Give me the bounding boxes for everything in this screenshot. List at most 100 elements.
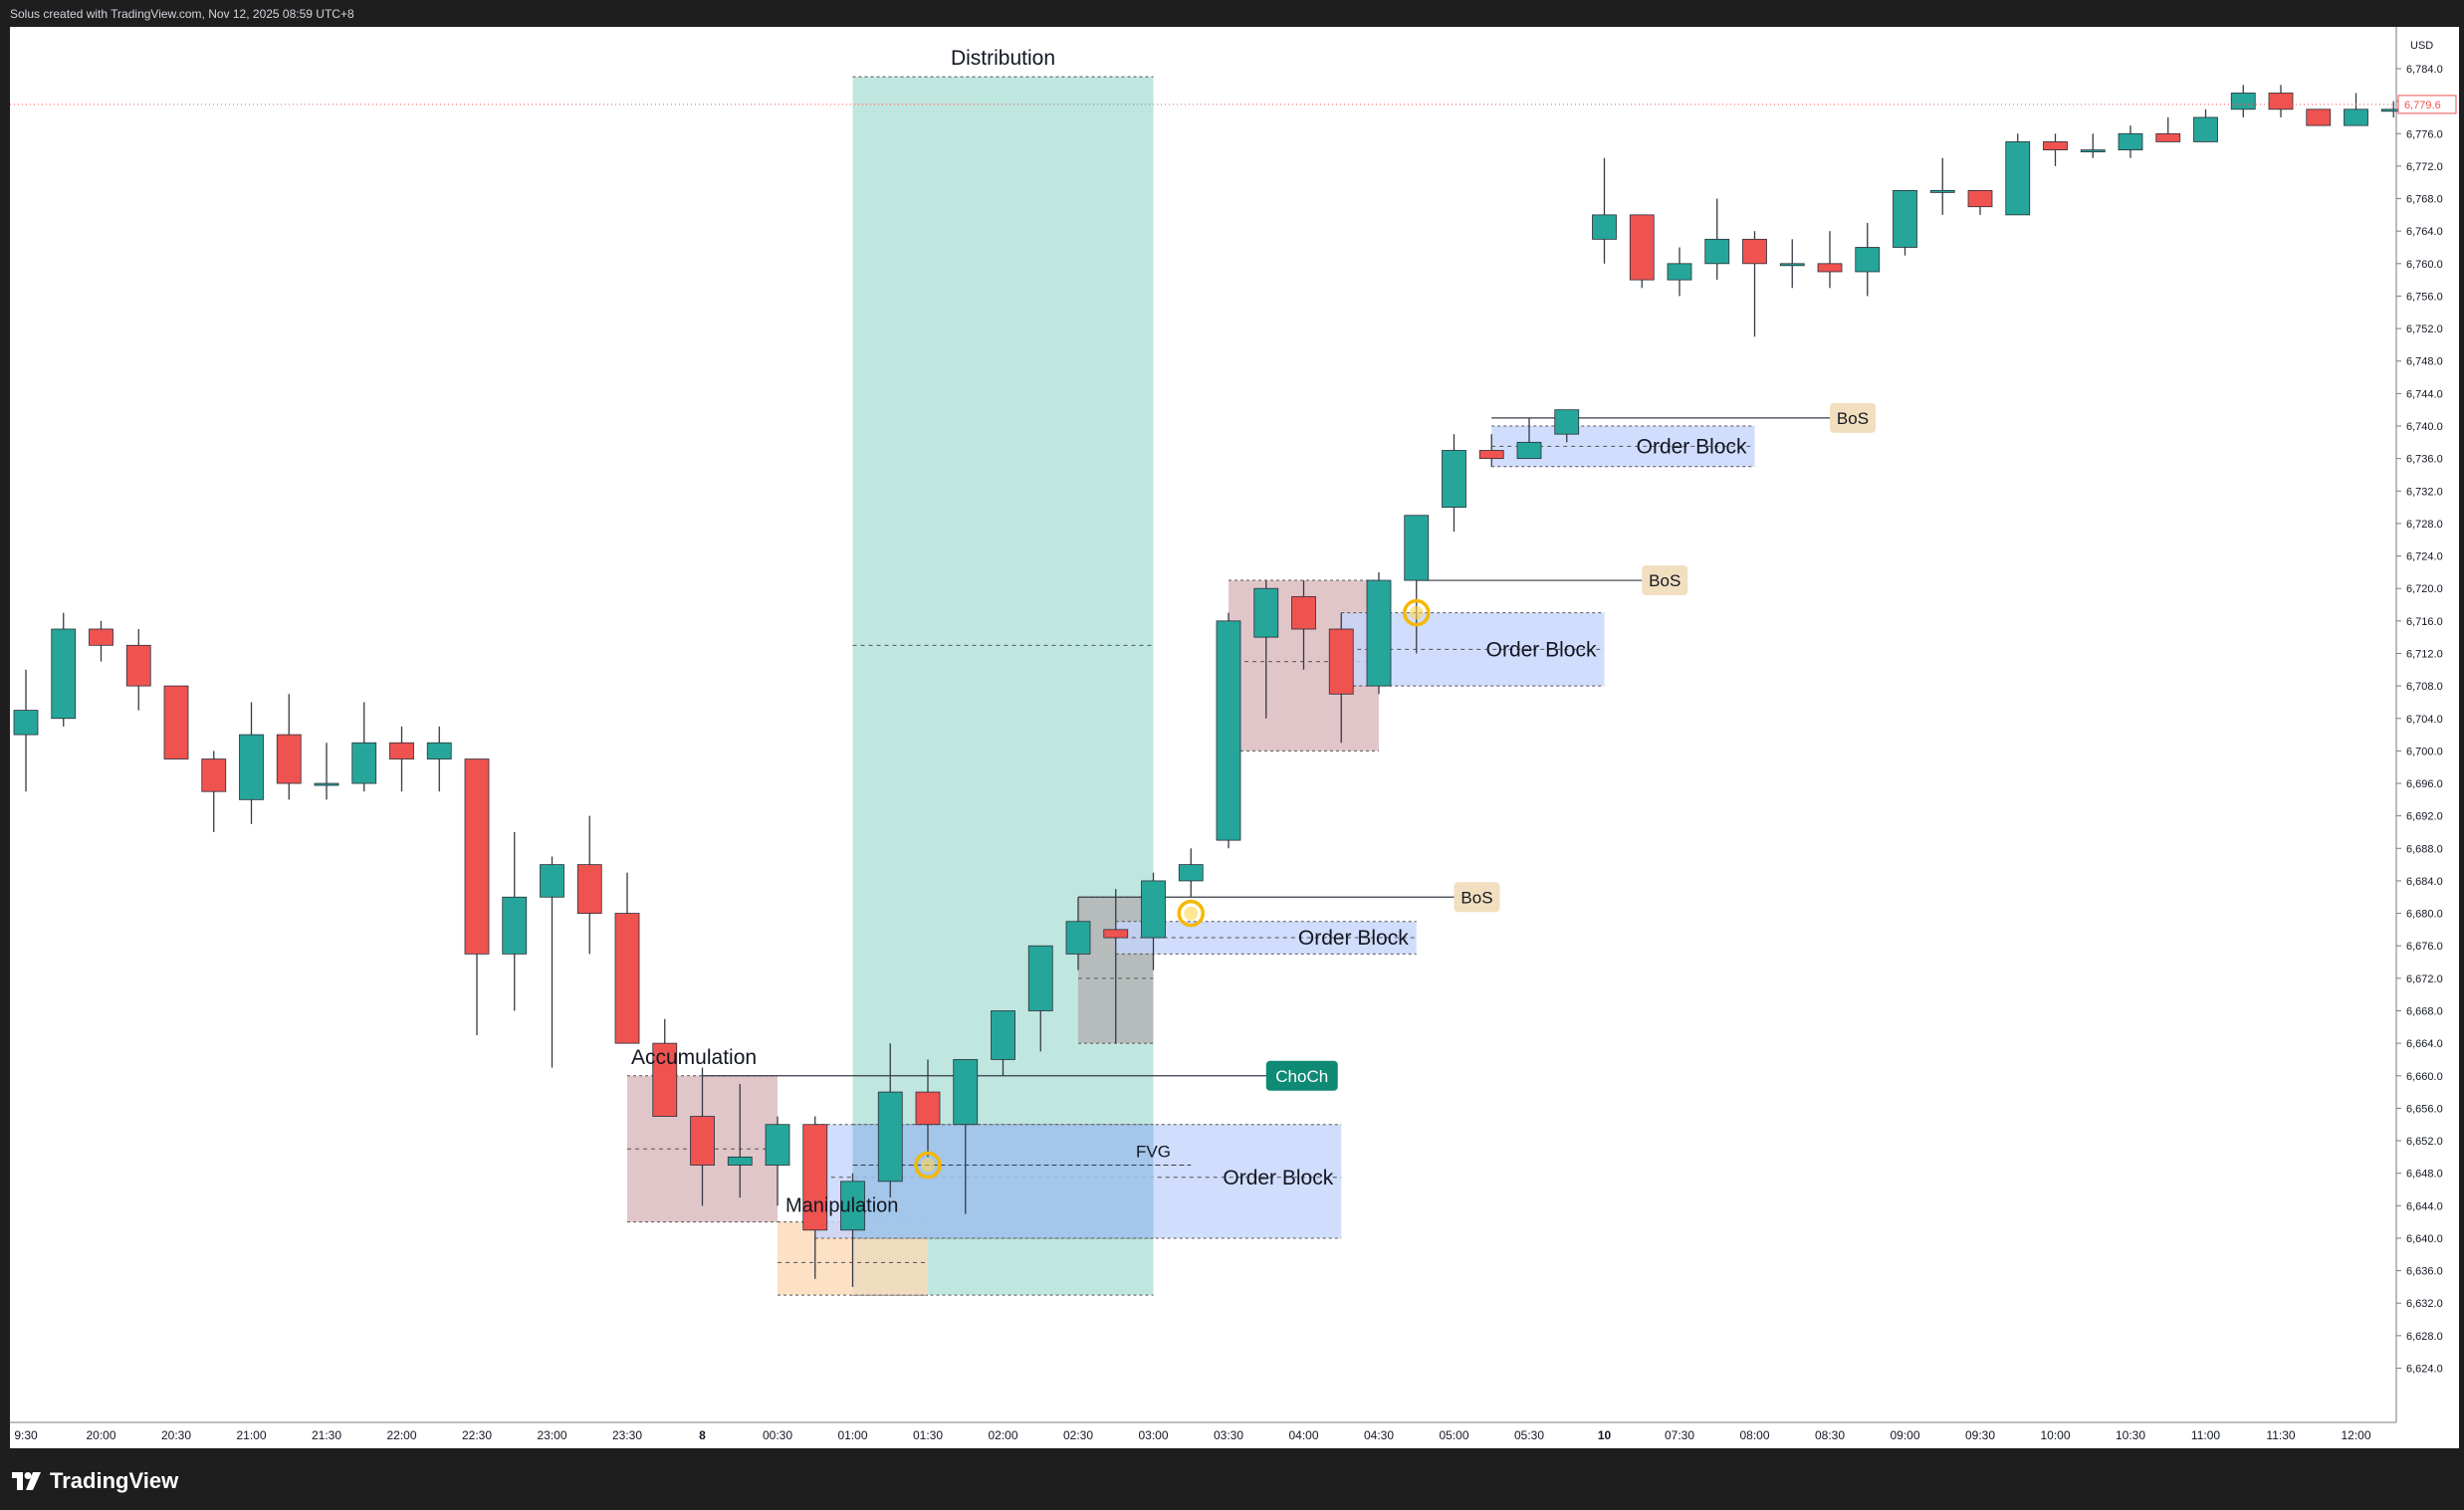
time-tick-label: 10 — [1598, 1428, 1612, 1442]
candle — [915, 1059, 941, 1158]
time-tick-label: 01:30 — [913, 1428, 943, 1442]
fvg-label: FVG — [1136, 1143, 1171, 1162]
candle — [2080, 133, 2106, 158]
price-tick-label: 6,692.0 — [2406, 811, 2443, 823]
candle-body-down — [614, 913, 640, 1044]
price-tick-label: 6,760.0 — [2406, 259, 2443, 271]
candle — [1667, 247, 1692, 297]
candle — [727, 1083, 753, 1198]
candle-body-down — [2268, 93, 2294, 110]
candle — [163, 685, 189, 759]
tradingview-brand[interactable]: TradingView — [12, 1468, 178, 1494]
candle-body-down — [1742, 238, 1767, 265]
candle-body-up — [1027, 945, 1053, 1011]
candle-body-up — [2005, 141, 2031, 216]
ob-zone-2-label: Order Block — [1298, 927, 1409, 950]
bos-line-2-badge — [1642, 565, 1688, 596]
time-tick-label: 05:00 — [1439, 1428, 1468, 1442]
candle — [1366, 571, 1392, 695]
candle — [652, 1018, 678, 1117]
time-axis: 9:30 20:00 20:30 21:00 21:30 22:00 22:30 23:00 2… — [10, 1421, 2396, 1442]
candle-body-up — [2118, 132, 2143, 150]
candle-body-up — [1366, 579, 1392, 687]
candle — [426, 726, 452, 792]
candle — [351, 702, 377, 792]
candle — [1893, 189, 1917, 256]
bos-line-1-badge — [1454, 882, 1500, 913]
tap-marker-core — [1409, 605, 1424, 620]
manipulation-label: Manipulation — [785, 1195, 898, 1217]
price-tick-label: 6,648.0 — [2406, 1169, 2443, 1181]
candle-body-up — [426, 742, 452, 759]
candle-body-up — [1141, 880, 1166, 939]
candle-body-down — [2306, 108, 2332, 126]
price-tick-label: 6,724.0 — [2406, 551, 2443, 563]
candle-body-down — [576, 864, 602, 914]
candle — [13, 669, 39, 792]
ob-zone-4-label: Order Block — [1637, 435, 1747, 458]
candle — [314, 743, 339, 800]
candle-body-up — [2344, 108, 2368, 126]
price-tick-label: 6,688.0 — [2406, 843, 2443, 855]
candle — [1216, 612, 1241, 849]
time-tick-label: 03:00 — [1138, 1428, 1168, 1442]
candlestick-chart[interactable]: ChoCh BoS BoS BoS FVG Distribution Accumulati… — [10, 27, 2459, 1448]
candle — [2155, 116, 2181, 142]
candle — [125, 628, 151, 711]
time-tick-label: 12:00 — [2341, 1428, 2370, 1442]
price-tick-label: 6,628.0 — [2406, 1331, 2443, 1343]
candle — [2230, 85, 2256, 117]
candle — [276, 694, 302, 800]
candle — [1065, 897, 1091, 971]
price-tick-label: 6,644.0 — [2406, 1200, 2443, 1212]
last-price-text: 6,779.6 — [2404, 100, 2441, 111]
time-tick-label: 10:00 — [2040, 1428, 2070, 1442]
levels-layer: ChoCh BoS BoS BoS FVG — [702, 402, 1876, 1167]
candle-body-up — [1516, 441, 1542, 460]
price-tick-label: 6,728.0 — [2406, 519, 2443, 531]
candle-body-up — [502, 896, 528, 955]
candle-body-down — [2155, 132, 2181, 142]
candle-body-down — [1478, 450, 1504, 460]
time-tick-label: 20:00 — [86, 1428, 115, 1442]
distribution-zone — [852, 77, 1154, 1296]
choch-line-badge-text: ChoCh — [1275, 1067, 1328, 1086]
candle-body-up — [1592, 214, 1617, 240]
candle — [614, 872, 640, 1044]
tap-marker — [1177, 899, 1205, 928]
time-tick-label: 22:30 — [462, 1428, 492, 1442]
candle — [991, 1010, 1015, 1076]
time-tick-label: 05:30 — [1514, 1428, 1544, 1442]
price-tick-label: 6,704.0 — [2406, 714, 2443, 726]
candle-body-down — [276, 734, 302, 784]
candle-body-up — [2230, 93, 2256, 110]
candle-body-down — [1103, 929, 1129, 939]
bos-line-3-badge-text: BoS — [1837, 409, 1869, 428]
candle — [1592, 157, 1617, 264]
candle-body-up — [1404, 515, 1430, 581]
time-tick-label: 22:00 — [386, 1428, 416, 1442]
candle-body-up — [1253, 587, 1279, 638]
bos-line-2-badge-text: BoS — [1649, 571, 1680, 590]
price-tick-label: 6,636.0 — [2406, 1266, 2443, 1278]
time-tick-label: 01:00 — [837, 1428, 867, 1442]
time-tick-label: 00:30 — [763, 1428, 792, 1442]
chart-area[interactable]: ChoCh BoS BoS BoS FVG Distribution Accumulati… — [10, 27, 2459, 1448]
candle — [1404, 515, 1430, 654]
candle — [576, 815, 602, 955]
price-tick-label: 6,668.0 — [2406, 1005, 2443, 1017]
candle-body-up — [1216, 620, 1241, 841]
time-tick-label: 8 — [699, 1428, 706, 1442]
bos-line-1-badge-text: BoS — [1460, 888, 1492, 907]
candle-body-up — [239, 734, 264, 800]
candle-body-down — [915, 1091, 941, 1126]
time-tick-label: 04:30 — [1364, 1428, 1394, 1442]
candle — [877, 1043, 903, 1198]
candle-body-up — [953, 1059, 979, 1126]
candle — [2268, 85, 2294, 117]
candle — [1442, 434, 1466, 533]
candle-body-up — [1554, 409, 1580, 435]
price-tick-label: 6,624.0 — [2406, 1364, 2443, 1376]
price-tick-label: 6,652.0 — [2406, 1136, 2443, 1148]
price-tick-label: 6,716.0 — [2406, 616, 2443, 628]
